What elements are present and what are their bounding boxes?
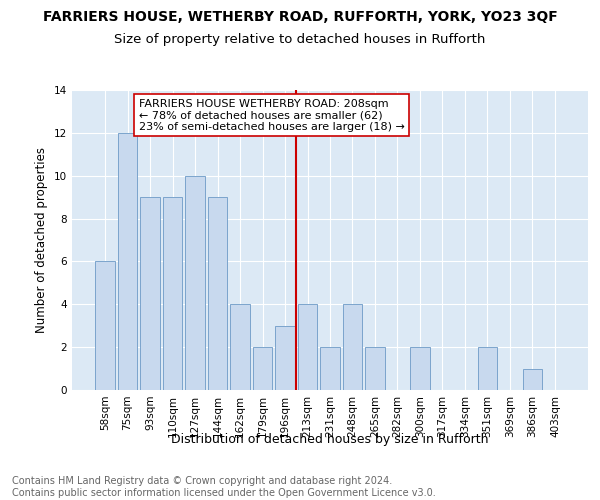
Bar xyxy=(253,347,272,390)
Bar xyxy=(185,176,205,390)
Bar xyxy=(298,304,317,390)
Bar xyxy=(410,347,430,390)
Bar xyxy=(523,368,542,390)
Bar xyxy=(230,304,250,390)
Y-axis label: Number of detached properties: Number of detached properties xyxy=(35,147,49,333)
Bar xyxy=(95,262,115,390)
Bar xyxy=(478,347,497,390)
Bar xyxy=(343,304,362,390)
Bar xyxy=(365,347,385,390)
Bar xyxy=(140,197,160,390)
Text: FARRIERS HOUSE WETHERBY ROAD: 208sqm
← 78% of detached houses are smaller (62)
2: FARRIERS HOUSE WETHERBY ROAD: 208sqm ← 7… xyxy=(139,98,404,132)
Bar xyxy=(208,197,227,390)
Text: Size of property relative to detached houses in Rufforth: Size of property relative to detached ho… xyxy=(115,32,485,46)
Bar xyxy=(275,326,295,390)
Text: Distribution of detached houses by size in Rufforth: Distribution of detached houses by size … xyxy=(171,432,489,446)
Bar xyxy=(163,197,182,390)
Bar xyxy=(118,133,137,390)
Text: Contains HM Land Registry data © Crown copyright and database right 2024.
Contai: Contains HM Land Registry data © Crown c… xyxy=(12,476,436,498)
Bar xyxy=(320,347,340,390)
Text: FARRIERS HOUSE, WETHERBY ROAD, RUFFORTH, YORK, YO23 3QF: FARRIERS HOUSE, WETHERBY ROAD, RUFFORTH,… xyxy=(43,10,557,24)
